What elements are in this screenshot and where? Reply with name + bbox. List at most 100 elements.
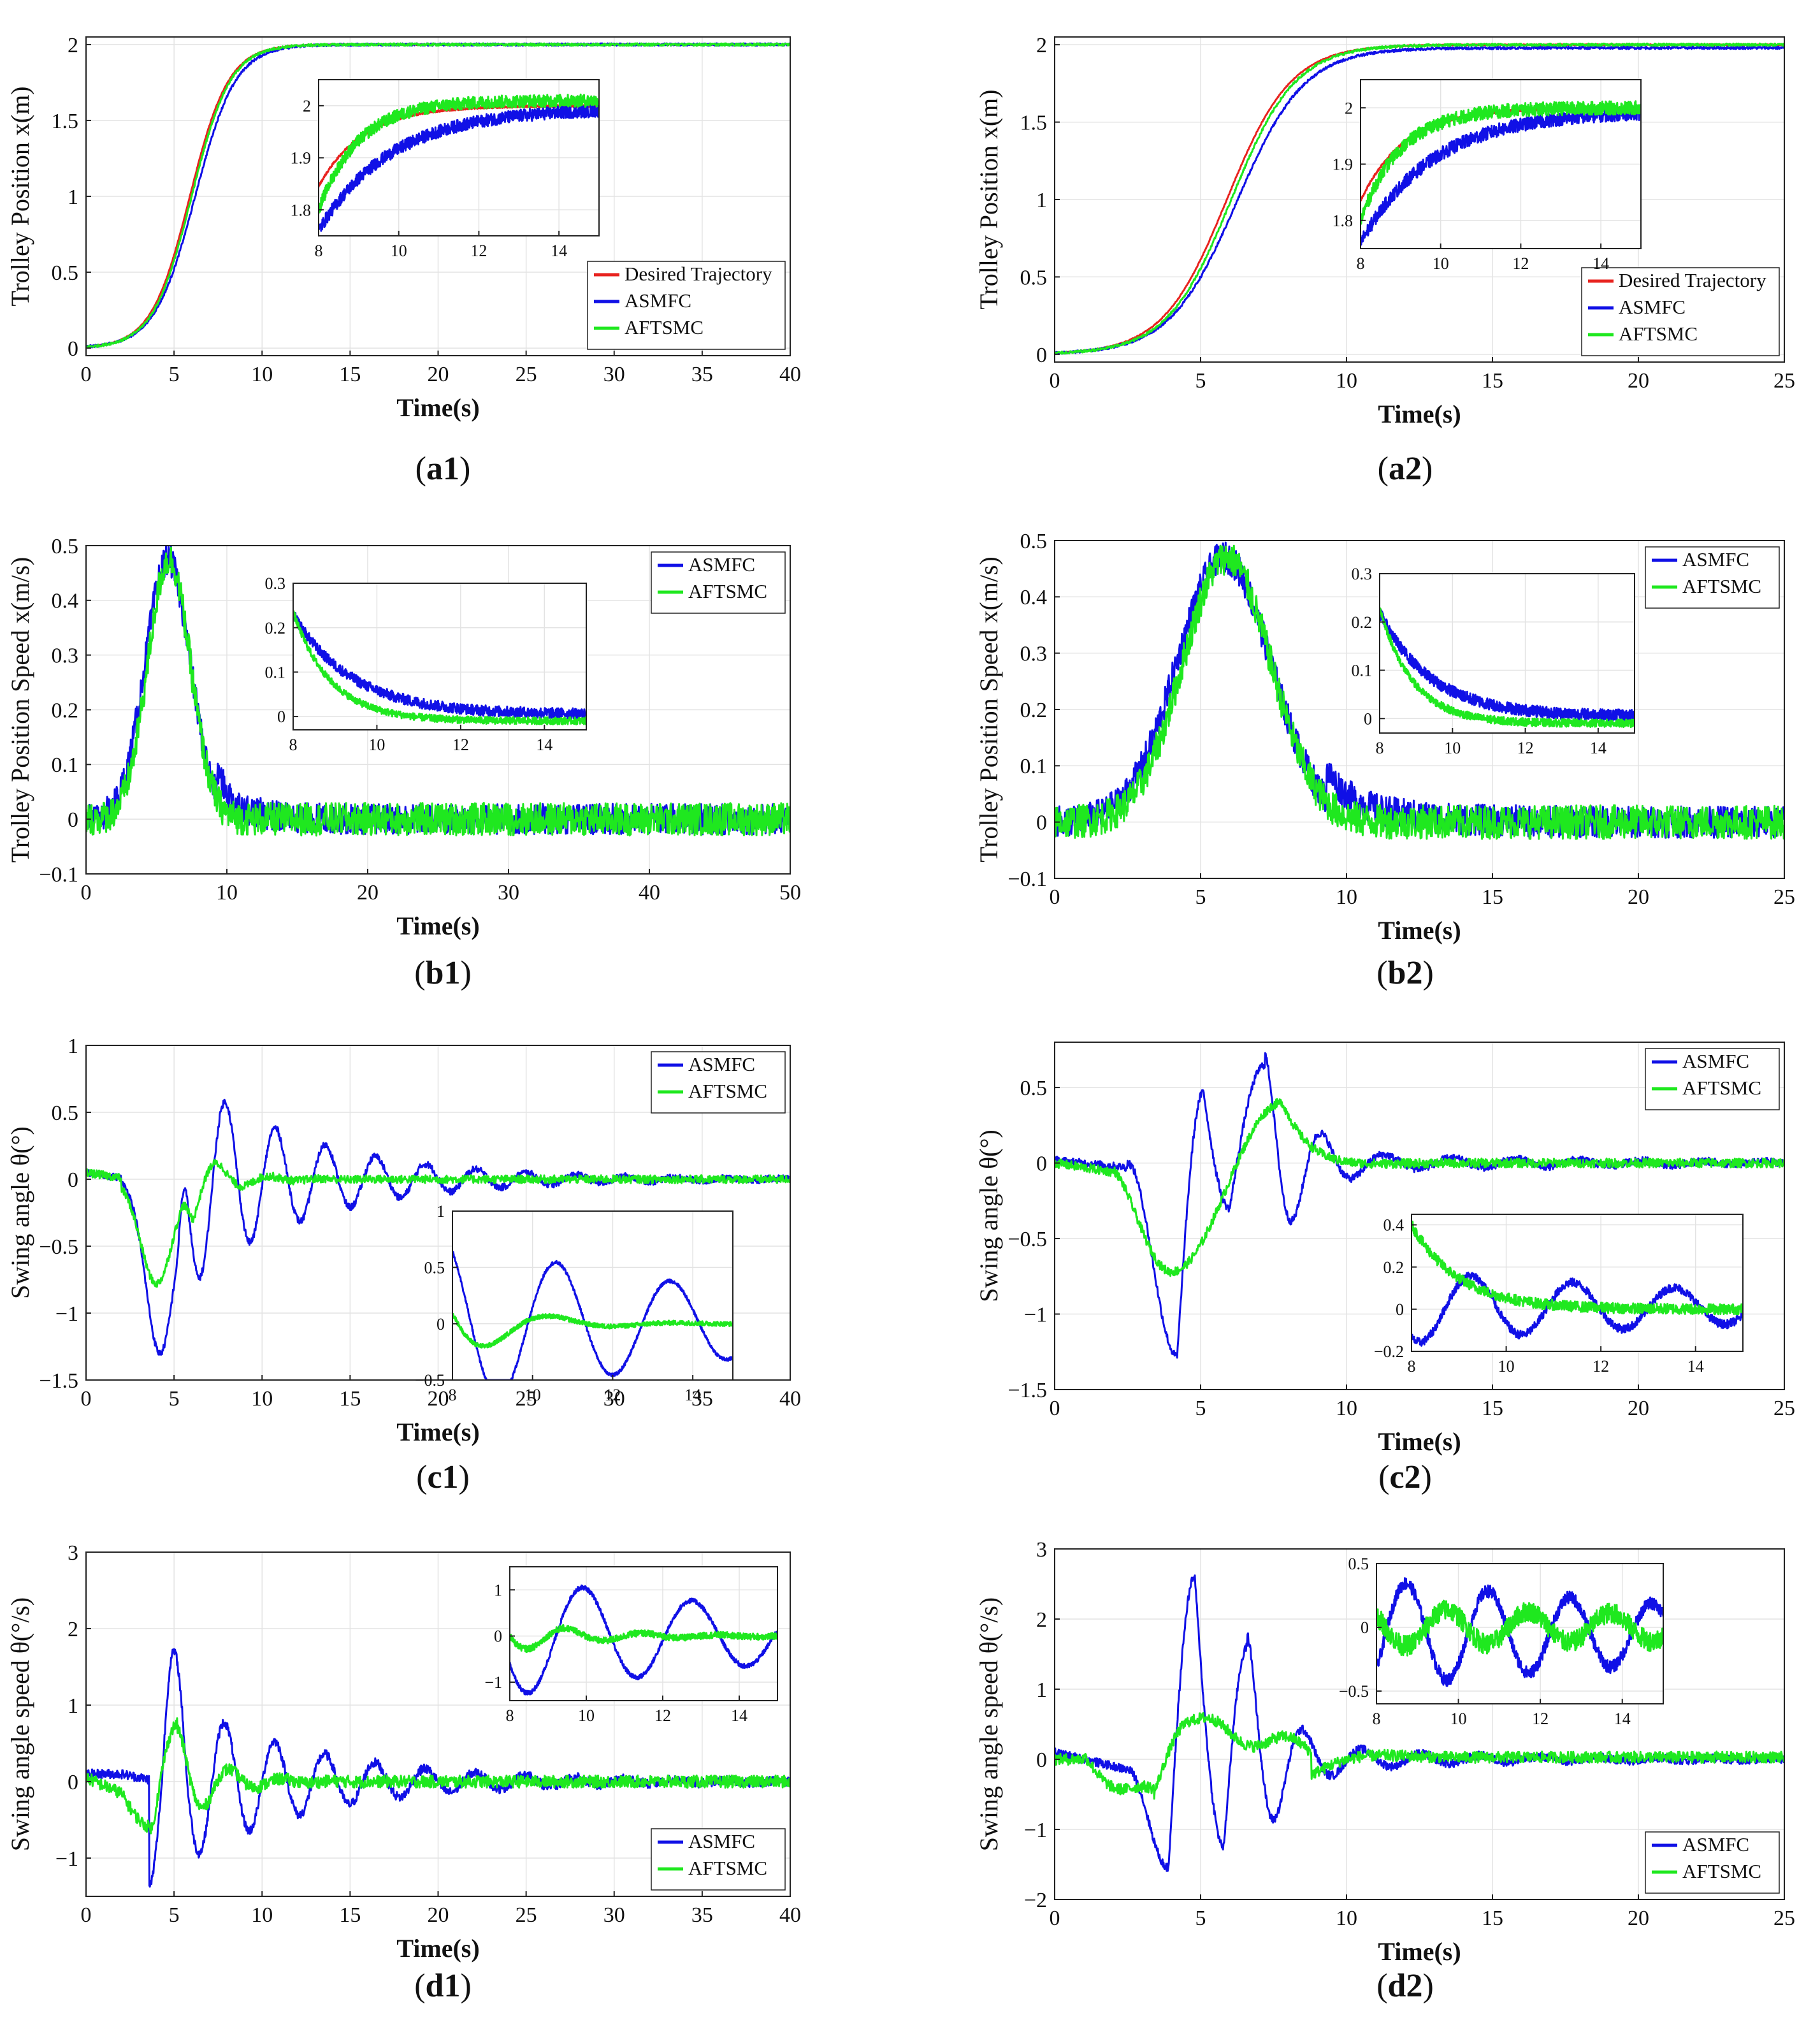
- chart-d2-legend: ASMFC AFTSMC: [1645, 1831, 1780, 1894]
- chart-a2-series-asmfc: [1055, 45, 1784, 355]
- panel-label-c1: (c1): [416, 1459, 470, 1495]
- chart-a2-legend: Desired Trajectory ASMFC AFTSMC: [1581, 267, 1780, 356]
- chart-c2-legend-label: AFTSMC: [1682, 1077, 1761, 1099]
- chart-a2-inset-x-tick-label: 14: [1592, 254, 1609, 273]
- chart-d2-x-tick-label: 10: [1336, 1907, 1357, 1930]
- chart-a1-x-tick-label: 15: [339, 363, 361, 386]
- chart-a1-x-tick-label: 35: [691, 363, 713, 386]
- chart-d1-series-group: [86, 1648, 790, 1888]
- chart-a1-inset-series-aftsmc: [319, 93, 599, 214]
- chart-d1-legend-label: AFTSMC: [688, 1857, 767, 1879]
- chart-d2-y-tick-label: 1: [1036, 1678, 1047, 1702]
- chart-d2-x-axis-label: Time(s): [1378, 1937, 1461, 1966]
- chart-b2-inset: 8 10 12 14 0 0.1 0.2 0.3: [1352, 565, 1635, 757]
- chart-a2-y-tick-label: 0: [1036, 344, 1047, 367]
- chart-d2-inset-x-tick-label: 8: [1373, 1710, 1381, 1728]
- chart-c1-inset-series-asmfc: [452, 1251, 733, 1380]
- chart-b2-legend-box: [1645, 546, 1780, 609]
- chart-d2-legend-label: AFTSMC: [1682, 1860, 1761, 1882]
- panel-label-d2: (d2): [1376, 1968, 1434, 2004]
- chart-d2-x-tick-label: 20: [1628, 1907, 1649, 1930]
- chart-a2: 0 5 10 15 20 25 0 0.5 1 1.5 2 Time(s) Trolley Positi…: [974, 34, 1795, 428]
- chart-a1-legend-box: [587, 261, 786, 350]
- chart-a1-inset-series-group: [319, 93, 599, 232]
- chart-a2-x-axis-label: Time(s): [1378, 400, 1461, 428]
- chart-b2-x-tick-label: 15: [1482, 885, 1503, 909]
- chart-b1-y-tick-label: 0.3: [52, 644, 79, 668]
- chart-b2-inset-y-tick-label: 0.2: [1352, 613, 1373, 632]
- chart-c1-legend: ASMFC AFTSMC: [651, 1051, 786, 1114]
- chart-a2-y-tick-label: 2: [1036, 34, 1047, 57]
- chart-b1-inset-y-tick-label: 0.3: [265, 574, 286, 593]
- chart-a2-legend-label: Desired Trajectory: [1619, 269, 1766, 291]
- chart-c2-y-tick-label: −0.5: [1007, 1228, 1047, 1251]
- chart-d1-x-tick-label: 35: [691, 1903, 713, 1927]
- chart-d1-x-tick-label: 15: [339, 1903, 361, 1927]
- chart-c1-x-tick-label: 0: [81, 1387, 92, 1411]
- chart-c2-x-tick-label: 20: [1628, 1397, 1649, 1420]
- chart-a2-inset: 8 10 12 14 1.8 1.9 2: [1332, 79, 1642, 273]
- chart-b1-x-tick-label: 10: [216, 881, 238, 905]
- chart-d1-inset-x-tick-label: 10: [578, 1706, 595, 1725]
- chart-b2-x-axis-label: Time(s): [1378, 916, 1461, 945]
- chart-c2-x-tick-label: 25: [1773, 1397, 1795, 1420]
- chart-a1-x-tick-label: 30: [603, 363, 625, 386]
- chart-d2-y-tick-label: 0: [1036, 1748, 1047, 1772]
- chart-b2-inset-axes-frame: [1379, 573, 1635, 734]
- chart-a2-x-tick-label: 5: [1195, 369, 1206, 393]
- chart-c1-x-tick-label: 30: [603, 1387, 625, 1411]
- chart-d1-x-tick-label: 40: [779, 1903, 801, 1927]
- chart-b2-inset-y-tick-label: 0.1: [1352, 662, 1373, 680]
- chart-b2-y-tick-label: 0.1: [1020, 755, 1048, 778]
- chart-d2-y-tick-label: 2: [1036, 1608, 1047, 1632]
- chart-b2-y-tick-label: 0.2: [1020, 699, 1048, 722]
- chart-c2-x-tick-label: 0: [1050, 1397, 1060, 1420]
- chart-c1-inset-x-tick-label: 8: [449, 1386, 457, 1404]
- chart-c2-inset-series-aftsmc: [1412, 1220, 1743, 1316]
- chart-c1-inset-y-tick-label: −0.5: [415, 1371, 445, 1390]
- chart-a1-series-group: [86, 42, 790, 349]
- chart-d2-inset-x-tick-label: 14: [1614, 1710, 1631, 1728]
- chart-c2-legend-label: ASMFC: [1682, 1050, 1749, 1072]
- chart-d1-legend-box: [651, 1828, 786, 1891]
- chart-b1-x-tick-label: 40: [639, 881, 660, 905]
- chart-a1-inset-y-tick-label: 2: [303, 97, 311, 115]
- chart-d2-y-axis-label: Swing angle speed θ(°/s): [974, 1597, 1003, 1851]
- chart-c2-inset-x-tick-label: 14: [1687, 1357, 1704, 1376]
- chart-b2-inset-series-aftsmc: [1380, 607, 1635, 729]
- chart-d2-legend-label: ASMFC: [1682, 1833, 1749, 1856]
- chart-b1-y-axis-label: Trolley Position Speed x(m/s): [6, 557, 34, 863]
- chart-b2-inset-series-group: [1380, 607, 1635, 729]
- chart-a2-x-tick-label: 0: [1050, 369, 1060, 393]
- chart-c1-y-axis-label: Swing angle θ(°): [6, 1126, 34, 1299]
- chart-b2-y-tick-label: 0.3: [1020, 643, 1048, 666]
- chart-c2-inset-y-tick-label: 0: [1396, 1300, 1404, 1319]
- panel-label-a2: (a2): [1377, 451, 1433, 487]
- chart-c2-inset-y-tick-label: 0.2: [1383, 1258, 1405, 1277]
- chart-b1-y-tick-label: 0.1: [52, 753, 79, 777]
- chart-b1-y-tick-label: −0.1: [39, 863, 78, 887]
- chart-c2-series-group: [1055, 1052, 1784, 1359]
- chart-b1-x-axis-label: Time(s): [396, 912, 479, 940]
- chart-a1-legend-label: Desired Trajectory: [625, 263, 772, 285]
- chart-c2-legend-box: [1645, 1048, 1780, 1110]
- chart-b2-x-tick-label: 5: [1195, 885, 1206, 909]
- chart-b2-x-tick-label: 10: [1336, 885, 1357, 909]
- chart-d2-inset-series-aftsmc: [1376, 1599, 1663, 1657]
- chart-b2-y-tick-label: 0.4: [1020, 586, 1048, 609]
- chart-b1-inset-x-tick-label: 14: [536, 736, 552, 754]
- chart-d1-inset-series-aftsmc: [510, 1624, 777, 1653]
- chart-d1-y-tick-label: 0: [68, 1771, 78, 1794]
- chart-a2-legend-label: ASMFC: [1619, 296, 1686, 318]
- chart-d2-x-tick-label: 5: [1195, 1907, 1206, 1930]
- chart-c2-inset-x-tick-label: 10: [1498, 1357, 1515, 1376]
- chart-a1-x-tick-label: 5: [169, 363, 180, 386]
- chart-d1-x-axis-label: Time(s): [396, 1934, 479, 1963]
- chart-b1-y-tick-label: 0.2: [52, 699, 79, 722]
- chart-b2-inset-x-tick-label: 14: [1590, 739, 1607, 757]
- chart-c2-inset-series-asmfc: [1412, 1271, 1743, 1347]
- chart-d2-legend-box: [1645, 1831, 1780, 1894]
- chart-b1-x-tick-label: 30: [498, 881, 519, 905]
- chart-c1-x-tick-label: 20: [428, 1387, 449, 1411]
